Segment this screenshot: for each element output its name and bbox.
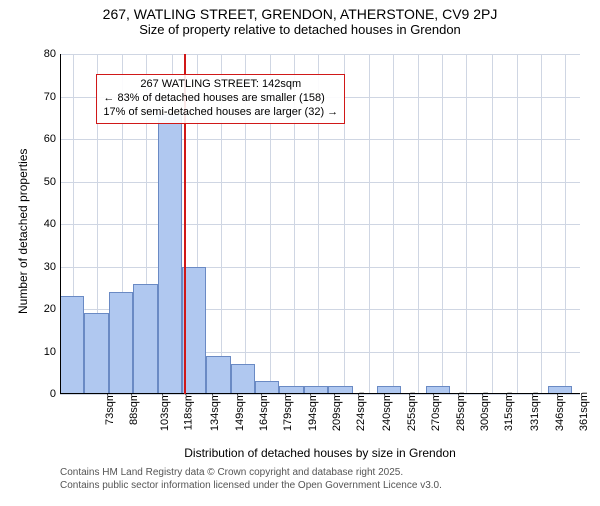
x-tick-label: 134sqm — [209, 392, 221, 431]
histogram-bar — [231, 364, 255, 394]
x-tick-label: 179sqm — [282, 392, 294, 431]
histogram-bar — [133, 284, 157, 395]
x-tick-label: 331sqm — [529, 392, 541, 431]
y-axis-line — [60, 54, 61, 394]
grid-line — [517, 54, 518, 394]
x-tick-label: 270sqm — [430, 392, 442, 431]
grid-line — [60, 182, 580, 183]
x-tick-label: 88sqm — [128, 392, 140, 425]
grid-line — [466, 54, 467, 394]
histogram-bar — [109, 292, 133, 394]
x-tick-label: 315sqm — [503, 392, 515, 431]
x-tick-label: 149sqm — [234, 392, 246, 431]
histogram-bar — [84, 313, 108, 394]
x-tick-label: 346sqm — [554, 392, 566, 431]
grid-line — [541, 54, 542, 394]
attribution-line: Contains HM Land Registry data © Crown c… — [60, 466, 442, 479]
grid-line — [442, 54, 443, 394]
y-tick-label: 0 — [32, 388, 56, 400]
x-axis-line — [60, 393, 580, 394]
annotation-box: 267 WATLING STREET: 142sqm← 83% of detac… — [96, 74, 345, 123]
grid-line — [60, 139, 580, 140]
x-tick-label: 118sqm — [182, 392, 194, 430]
x-tick-label: 300sqm — [479, 392, 491, 431]
histogram-bar — [206, 356, 230, 394]
histogram-bar — [158, 114, 182, 395]
y-tick-label: 80 — [32, 48, 56, 60]
annotation-line: 17% of semi-detached houses are larger (… — [103, 106, 338, 120]
annotation-line: ← 83% of detached houses are smaller (15… — [103, 92, 338, 106]
grid-line — [369, 54, 370, 394]
y-tick-label: 50 — [32, 176, 56, 188]
y-tick-label: 30 — [32, 261, 56, 273]
y-tick-label: 60 — [32, 133, 56, 145]
grid-line — [418, 54, 419, 394]
y-tick-label: 10 — [32, 346, 56, 358]
histogram-bar — [60, 296, 84, 394]
grid-line — [60, 54, 580, 55]
x-tick-label: 164sqm — [258, 392, 270, 431]
x-tick-label: 255sqm — [406, 392, 418, 431]
x-tick-label: 209sqm — [331, 392, 343, 431]
grid-line — [393, 54, 394, 394]
grid-line — [492, 54, 493, 394]
x-tick-label: 73sqm — [104, 392, 116, 425]
attribution-line: Contains public sector information licen… — [60, 479, 442, 492]
x-tick-label: 240sqm — [382, 392, 394, 431]
chart-title-sub: Size of property relative to detached ho… — [0, 22, 600, 37]
y-tick-label: 70 — [32, 91, 56, 103]
x-axis-label: Distribution of detached houses by size … — [60, 446, 580, 460]
grid-line — [60, 224, 580, 225]
chart-plot-area: 0102030405060708073sqm88sqm103sqm118sqm1… — [60, 54, 580, 394]
x-tick-label: 224sqm — [356, 392, 368, 431]
x-tick-label: 361sqm — [578, 392, 590, 431]
x-tick-label: 103sqm — [159, 392, 171, 431]
y-axis-label: Number of detached properties — [16, 149, 30, 314]
grid-line — [565, 54, 566, 394]
grid-line — [60, 267, 580, 268]
annotation-line: 267 WATLING STREET: 142sqm — [103, 78, 338, 92]
y-tick-label: 20 — [32, 303, 56, 315]
attribution-text: Contains HM Land Registry data © Crown c… — [60, 466, 442, 492]
chart-title-main: 267, WATLING STREET, GRENDON, ATHERSTONE… — [0, 6, 600, 22]
x-tick-label: 194sqm — [307, 392, 319, 431]
x-tick-label: 285sqm — [455, 392, 467, 431]
y-tick-label: 40 — [32, 218, 56, 230]
